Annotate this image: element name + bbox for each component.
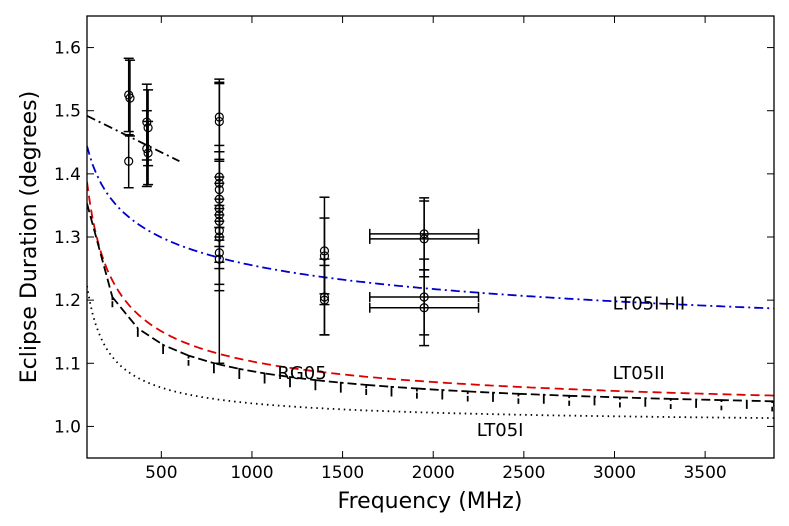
x-tick-label: 3500 [683, 463, 726, 483]
x-tick-label: 3000 [593, 463, 636, 483]
point-marker [124, 156, 134, 166]
x-tick-label: 500 [145, 463, 177, 483]
data-point [123, 57, 134, 133]
annotation-lt05ii: LT05II [613, 363, 665, 384]
x-tick-label: 2500 [502, 463, 545, 483]
y-tick-label: 1.5 [54, 102, 81, 122]
annotation-rg05: RG05 [277, 363, 326, 384]
x-tick-label: 1000 [230, 463, 273, 483]
point-marker [319, 295, 330, 305]
data-point [214, 226, 225, 292]
point-marker [419, 234, 429, 244]
point-marker [125, 93, 135, 103]
point-marker [142, 144, 152, 154]
annotation-lt05i: LT05I [477, 420, 524, 441]
ticks-layer: 500 1000 1500 2000 2500 3000 3500 1.0 1.1 1.2 1.3 1… [54, 16, 774, 483]
y-tick-label: 1.2 [54, 291, 81, 311]
y-axis-label: Eclipse Duration (degrees) [17, 91, 42, 383]
series-lt05i-low-frequency-branch [87, 114, 180, 163]
series-layer [87, 114, 774, 420]
data-point [123, 133, 134, 189]
data-point [143, 120, 154, 186]
data-point [319, 264, 330, 336]
data-point [124, 59, 135, 137]
series-lt05i [87, 203, 774, 412]
y-tick-label: 1.3 [54, 228, 81, 248]
data-point [369, 269, 480, 347]
point-marker [419, 303, 429, 313]
y-tick-label: 1.6 [54, 39, 81, 59]
x-axis-label: Frequency (MHz) [338, 489, 523, 514]
annotations-layer: LT05I+II LT05II LT05I RG05 [277, 294, 685, 441]
x-tick-label: 2000 [412, 463, 455, 483]
series-rg05 [87, 285, 774, 420]
y-tick-label: 1.4 [54, 165, 81, 185]
annotation-lt05i-ii: LT05I+II [613, 294, 685, 315]
series-lt05i-ii [87, 145, 774, 310]
x-tick-label: 1500 [321, 463, 364, 483]
point-marker [214, 254, 224, 264]
y-tick-label: 1.0 [54, 417, 81, 437]
series-lt05ii [87, 181, 774, 397]
y-tick-label: 1.1 [54, 354, 81, 374]
measurements-layer [123, 57, 480, 365]
point-marker [143, 148, 153, 158]
